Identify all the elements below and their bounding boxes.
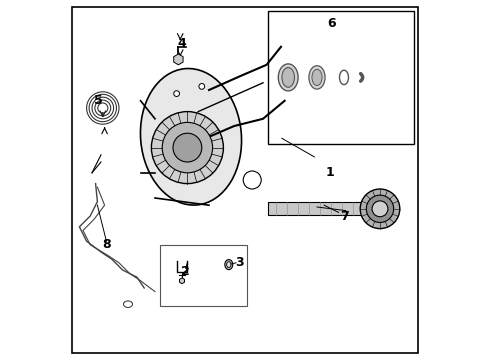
Text: 6: 6	[327, 17, 336, 30]
Ellipse shape	[141, 68, 242, 205]
Ellipse shape	[282, 68, 294, 87]
Text: 7: 7	[340, 210, 348, 222]
Circle shape	[372, 201, 388, 217]
Circle shape	[367, 195, 393, 222]
Bar	[160, 245, 247, 306]
Circle shape	[173, 133, 202, 162]
Circle shape	[174, 91, 179, 96]
Bar	[269, 202, 371, 215]
Text: 4: 4	[178, 37, 186, 50]
Circle shape	[360, 189, 400, 229]
Text: 2: 2	[181, 265, 190, 278]
Text: 5: 5	[94, 94, 102, 107]
Ellipse shape	[278, 64, 298, 91]
Text: 3: 3	[235, 256, 244, 269]
Circle shape	[199, 84, 205, 89]
Ellipse shape	[309, 66, 325, 89]
Text: 1: 1	[325, 166, 334, 179]
Circle shape	[162, 122, 213, 173]
Ellipse shape	[225, 260, 233, 270]
Text: 8: 8	[102, 238, 111, 251]
Ellipse shape	[227, 262, 231, 267]
Ellipse shape	[312, 69, 322, 86]
Bar	[269, 11, 414, 144]
Circle shape	[151, 112, 223, 184]
